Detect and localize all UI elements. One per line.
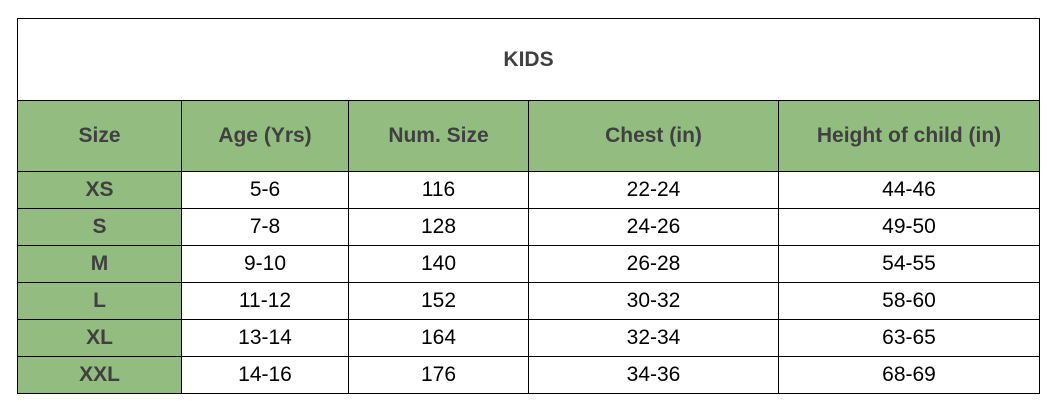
age-cell: 9-10 bbox=[181, 245, 349, 283]
height-cell: 63-65 bbox=[777, 319, 1041, 357]
size-cell: XL bbox=[17, 319, 182, 357]
size-cell: S bbox=[17, 208, 182, 246]
height-cell: 49-50 bbox=[777, 208, 1041, 246]
size-chart-table: KIDS Size Age (Yrs) Num. Size Chest (in)… bbox=[16, 18, 1041, 394]
table-row: XS 5-6 116 22-24 44-46 bbox=[17, 171, 1041, 209]
age-cell: 14-16 bbox=[181, 356, 349, 394]
table-row: XXL 14-16 176 34-36 68-69 bbox=[17, 356, 1041, 394]
header-row: Size Age (Yrs) Num. Size Chest (in) Heig… bbox=[17, 100, 1041, 172]
height-cell: 68-69 bbox=[777, 356, 1041, 394]
header-chest: Chest (in) bbox=[528, 100, 779, 172]
height-cell: 44-46 bbox=[777, 171, 1041, 209]
table-title: KIDS bbox=[16, 18, 1041, 101]
age-cell: 5-6 bbox=[181, 171, 349, 209]
header-age: Age (Yrs) bbox=[181, 100, 349, 172]
num-size-cell: 140 bbox=[348, 245, 529, 283]
chest-cell: 32-34 bbox=[528, 319, 779, 357]
size-cell: XXL bbox=[17, 356, 182, 394]
size-cell: L bbox=[17, 282, 182, 320]
header-size: Size bbox=[17, 100, 182, 172]
chest-cell: 26-28 bbox=[528, 245, 779, 283]
age-cell: 13-14 bbox=[181, 319, 349, 357]
num-size-cell: 116 bbox=[348, 171, 529, 209]
height-cell: 58-60 bbox=[777, 282, 1041, 320]
chest-cell: 22-24 bbox=[528, 171, 779, 209]
table-row: S 7-8 128 24-26 49-50 bbox=[17, 208, 1041, 246]
num-size-cell: 128 bbox=[348, 208, 529, 246]
table-row: L 11-12 152 30-32 58-60 bbox=[17, 282, 1041, 320]
header-height: Height of child (in) bbox=[777, 100, 1041, 172]
table-row: M 9-10 140 26-28 54-55 bbox=[17, 245, 1041, 283]
age-cell: 11-12 bbox=[181, 282, 349, 320]
chest-cell: 30-32 bbox=[528, 282, 779, 320]
title-row: KIDS bbox=[16, 18, 1041, 101]
num-size-cell: 176 bbox=[348, 356, 529, 394]
height-cell: 54-55 bbox=[777, 245, 1041, 283]
header-num-size: Num. Size bbox=[348, 100, 529, 172]
size-cell: M bbox=[17, 245, 182, 283]
chest-cell: 34-36 bbox=[528, 356, 779, 394]
num-size-cell: 152 bbox=[348, 282, 529, 320]
size-cell: XS bbox=[17, 171, 182, 209]
table-row: XL 13-14 164 32-34 63-65 bbox=[17, 319, 1041, 357]
age-cell: 7-8 bbox=[181, 208, 349, 246]
num-size-cell: 164 bbox=[348, 319, 529, 357]
chest-cell: 24-26 bbox=[528, 208, 779, 246]
